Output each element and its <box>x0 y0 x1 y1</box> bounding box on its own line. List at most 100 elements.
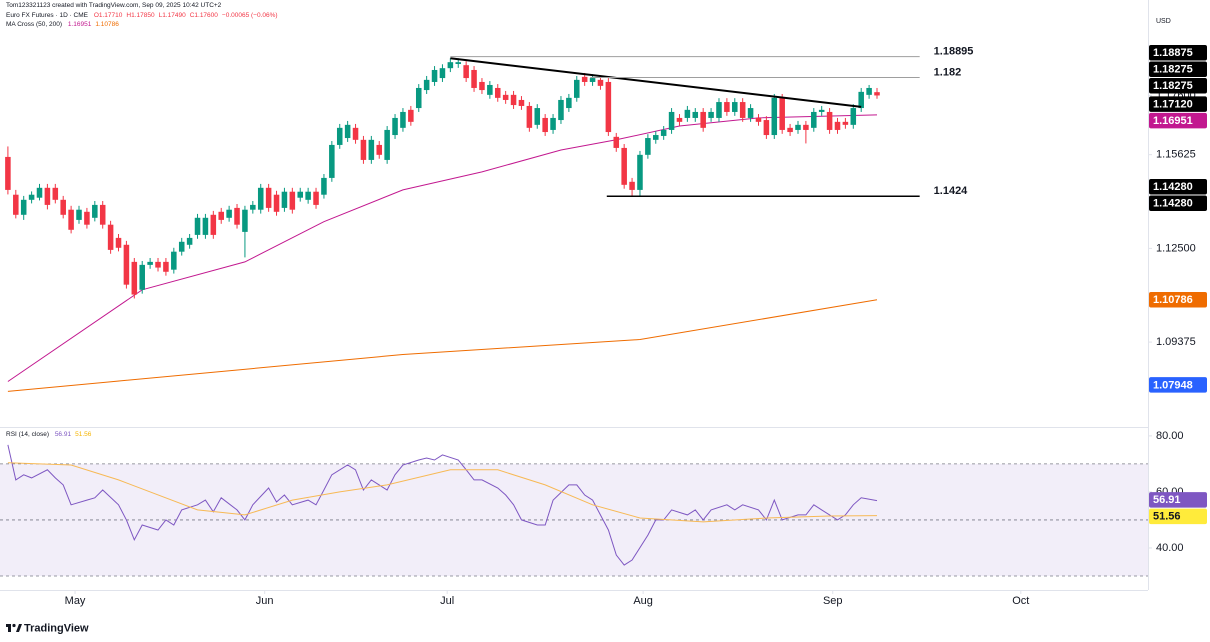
candle-body <box>795 124 801 130</box>
indicator-value: 1.16951 <box>67 21 92 28</box>
candle-body <box>329 144 335 178</box>
candle-body <box>818 109 825 112</box>
candle-body <box>581 76 588 82</box>
candle-body <box>439 68 446 79</box>
candle-body <box>76 209 82 220</box>
candle-body <box>510 94 517 106</box>
candle-body <box>5 156 11 190</box>
candle-body <box>471 69 477 88</box>
candle-body <box>779 97 785 130</box>
candle-body <box>747 108 754 118</box>
x-tick-label: Aug <box>633 595 653 607</box>
ohlc-value: H1.17850 <box>126 12 155 19</box>
candle-body <box>305 191 311 200</box>
ohlc-value: C1.17600 <box>189 12 218 19</box>
candle-body <box>28 194 35 200</box>
candle-body <box>36 187 43 198</box>
price-label: 1.14280 <box>1153 181 1193 193</box>
candle-body <box>455 62 462 64</box>
price-label: 1.17120 <box>1153 99 1193 111</box>
candle-body <box>210 214 217 235</box>
price-label: 1.16951 <box>1153 115 1193 127</box>
candle-body <box>621 147 627 185</box>
indicator-name: MA Cross (50, 200) <box>6 21 62 28</box>
price-label-box <box>1149 61 1207 77</box>
candle-body <box>668 111 675 130</box>
candle-body <box>234 207 240 225</box>
candle-body <box>653 135 659 140</box>
candle-body <box>613 136 620 148</box>
moving-average <box>7 299 878 392</box>
y-tick-label: 1.09375 <box>1156 336 1196 348</box>
candle-body <box>542 117 548 133</box>
y-tick-label: 80.00 <box>1156 430 1184 442</box>
candle-body <box>123 244 130 285</box>
price-label: 1.07948 <box>1153 379 1193 391</box>
candle-body <box>487 84 493 95</box>
price-label-box <box>1149 77 1207 94</box>
candle-body <box>384 129 390 160</box>
rsi-legend: RSI (14, close) 56.91 51.56 <box>6 430 95 439</box>
y-tick-label: 1.15625 <box>1156 149 1196 161</box>
candle-body <box>155 261 161 268</box>
candle-body <box>423 79 430 91</box>
y-tick-label: 40.00 <box>1156 542 1184 554</box>
candle-body <box>392 117 398 136</box>
price-label-box <box>1149 195 1207 212</box>
ohlc-value: L1.17490 <box>158 12 186 19</box>
candle-body <box>352 127 359 140</box>
brand-logo <box>6 623 22 632</box>
candle-body <box>68 209 74 230</box>
candle-body <box>344 124 351 139</box>
candle-body <box>708 111 714 118</box>
indicator-value: 1.10786 <box>95 21 119 28</box>
candle-body <box>265 187 272 208</box>
candle-body <box>171 251 177 270</box>
candle-body <box>92 204 98 218</box>
candle-body <box>20 199 27 215</box>
candle-body <box>700 111 706 128</box>
candle-body <box>502 94 509 100</box>
rsi-band <box>0 463 1148 576</box>
candle-body <box>866 87 872 95</box>
symbol-legend: Euro FX Futures · 1D · CME O1.17710 H1.17… <box>6 11 282 20</box>
candle-body <box>107 224 114 250</box>
candle-body <box>637 154 643 190</box>
candle-body <box>771 97 778 136</box>
ohlc-value: O1.17710 <box>93 12 123 19</box>
candle-body <box>518 99 525 106</box>
trendline <box>450 57 862 108</box>
candle-body <box>684 109 691 118</box>
candle-body <box>494 87 501 98</box>
candle-body <box>186 237 193 245</box>
y-tick-label: 1.12500 <box>1156 242 1196 254</box>
candle-body <box>811 111 817 128</box>
price-label: 51.56 <box>1153 511 1181 523</box>
candle-body <box>336 127 343 145</box>
candle-body <box>787 127 793 133</box>
price-label: 1.18275 <box>1153 80 1193 92</box>
candle-body <box>605 81 612 133</box>
candle-body <box>408 109 414 122</box>
candle-body <box>803 124 809 130</box>
candle-body <box>629 181 635 190</box>
candle-body <box>842 121 849 125</box>
candle-body <box>739 102 746 118</box>
brand: TradingView <box>24 622 89 634</box>
candle-body <box>139 264 145 290</box>
candle-body <box>463 65 469 79</box>
candle-body <box>13 194 19 215</box>
horizontal-line-label: 1.18895 <box>934 46 974 58</box>
price-label-box <box>1149 492 1207 508</box>
candle-body <box>321 177 327 195</box>
x-tick-label: Sep <box>823 595 843 607</box>
candle-body <box>716 102 722 118</box>
x-tick-label: Jun <box>256 595 274 607</box>
candle-body <box>131 261 138 295</box>
currency: USD <box>1156 18 1171 25</box>
candle-body <box>297 191 303 198</box>
candle-body <box>242 209 248 232</box>
candle-body <box>52 187 59 200</box>
